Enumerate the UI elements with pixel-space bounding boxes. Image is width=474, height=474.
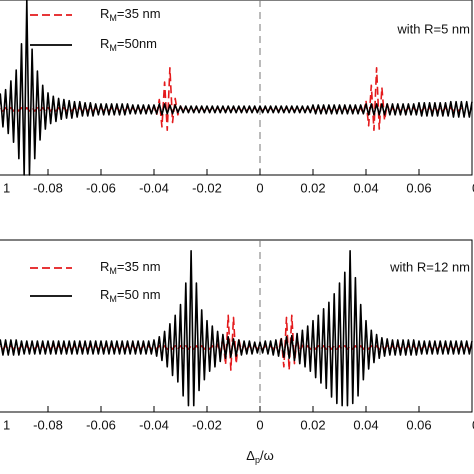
x-tick-label: 0.06: [406, 180, 431, 195]
x-tick-label: -0.02: [192, 180, 222, 195]
x-tick-label: -0.04: [139, 417, 169, 432]
x-tick-label: 0.06: [406, 417, 431, 432]
x-tick-label: 0.02: [300, 180, 325, 195]
x-tick-label: -0.02: [192, 417, 222, 432]
plot-frame: [0, 239, 473, 413]
x-axis-label: Δp/ω: [246, 448, 273, 465]
series-line: [0, 314, 473, 371]
x-tick-label: 0.04: [353, 180, 378, 195]
x-tick-label: -0.08: [33, 417, 63, 432]
annotation: with R=5 nm: [396, 21, 470, 36]
x-tick-label: 0.: [472, 417, 474, 432]
x-tick-label: 1: [3, 417, 10, 432]
legend-label: RM=50nm: [100, 36, 157, 53]
x-tick-label: -0.06: [86, 180, 116, 195]
legend-label: RM=35 nm: [100, 259, 161, 276]
x-tick-label: -0.04: [139, 180, 169, 195]
x-tick-label: -0.08: [33, 180, 63, 195]
x-tick-label: 0: [256, 417, 263, 432]
x-tick-label: 1: [3, 180, 10, 195]
series-line: [0, 67, 463, 131]
x-tick-label: 0.: [472, 180, 474, 195]
annotation: with R=12 nm: [389, 259, 470, 274]
x-tick-label: 0: [256, 180, 263, 195]
series-line: [0, 0, 473, 176]
x-tick-label: -0.06: [86, 417, 116, 432]
x-tick-label: 0.04: [353, 417, 378, 432]
plot-frame: [0, 0, 473, 176]
legend-label: RM=35 nm: [100, 6, 161, 23]
series-line: [0, 249, 473, 407]
x-tick-label: 0.02: [300, 417, 325, 432]
legend-label: RM=50 nm: [100, 287, 161, 304]
